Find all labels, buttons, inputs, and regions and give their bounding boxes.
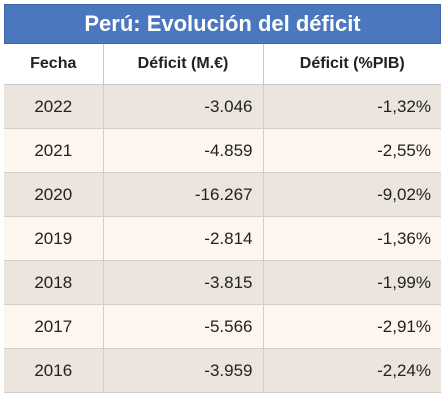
cell-fecha: 2017 bbox=[4, 304, 104, 349]
cell-deficit-millions: -3.959 bbox=[103, 348, 264, 393]
table-row: 2017 -5.566 -2,91% bbox=[4, 304, 441, 349]
table-row: 2016 -3.959 -2,24% bbox=[4, 348, 441, 393]
cell-deficit-pib: -2,91% bbox=[263, 304, 441, 349]
header-deficit-millions: Déficit (M.€) bbox=[103, 44, 264, 85]
header-fecha: Fecha bbox=[4, 44, 104, 85]
cell-fecha: 2018 bbox=[4, 260, 104, 305]
cell-deficit-pib: -2,55% bbox=[263, 128, 441, 173]
cell-fecha: 2020 bbox=[4, 172, 104, 217]
cell-deficit-pib: -1,36% bbox=[263, 216, 441, 261]
table-row: 2018 -3.815 -1,99% bbox=[4, 260, 441, 305]
cell-deficit-pib: -9,02% bbox=[263, 172, 441, 217]
cell-deficit-pib: -2,24% bbox=[263, 348, 441, 393]
cell-deficit-millions: -3.046 bbox=[103, 84, 264, 129]
cell-deficit-millions: -16.267 bbox=[103, 172, 264, 217]
table-row: 2022 -3.046 -1,32% bbox=[4, 84, 441, 129]
deficit-table: Fecha Déficit (M.€) Déficit (%PIB) 2022 … bbox=[4, 44, 441, 393]
cell-deficit-millions: -3.815 bbox=[103, 260, 264, 305]
table-row: 2021 -4.859 -2,55% bbox=[4, 128, 441, 173]
cell-deficit-millions: -4.859 bbox=[103, 128, 264, 173]
table-title: Perú: Evolución del déficit bbox=[4, 4, 441, 44]
cell-fecha: 2016 bbox=[4, 348, 104, 393]
header-row: Fecha Déficit (M.€) Déficit (%PIB) bbox=[4, 44, 441, 85]
cell-deficit-pib: -1,32% bbox=[263, 84, 441, 129]
cell-deficit-pib: -1,99% bbox=[263, 260, 441, 305]
header-deficit-pib: Déficit (%PIB) bbox=[263, 44, 441, 85]
cell-fecha: 2019 bbox=[4, 216, 104, 261]
table-row: 2019 -2.814 -1,36% bbox=[4, 216, 441, 261]
table-row: 2020 -16.267 -9,02% bbox=[4, 172, 441, 217]
cell-fecha: 2021 bbox=[4, 128, 104, 173]
cell-fecha: 2022 bbox=[4, 84, 104, 129]
cell-deficit-millions: -5.566 bbox=[103, 304, 264, 349]
cell-deficit-millions: -2.814 bbox=[103, 216, 264, 261]
